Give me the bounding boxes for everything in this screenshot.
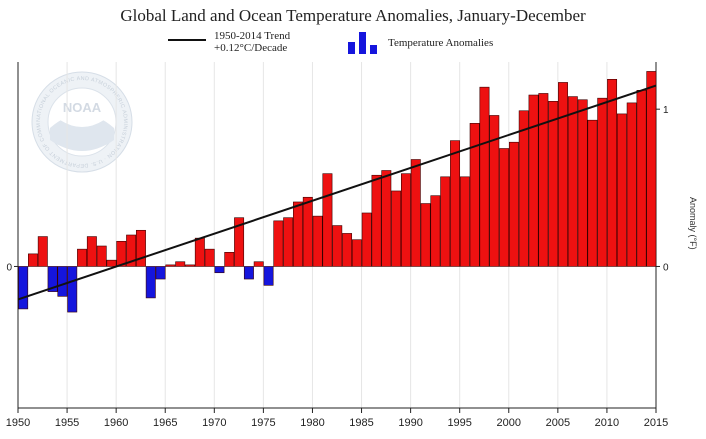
- bar-2010: [607, 79, 618, 267]
- bar-1984: [351, 239, 362, 267]
- bar-1982: [332, 225, 343, 267]
- bar-1992: [430, 195, 441, 267]
- y-right-tick-label-1: 1: [663, 105, 669, 116]
- bar-1966: [175, 261, 186, 267]
- bar-1963: [145, 266, 156, 299]
- bar-1993: [440, 176, 451, 267]
- bar-1994: [450, 140, 460, 267]
- x-tick-label-2000: 2000: [497, 417, 521, 429]
- bar-2008: [587, 119, 598, 267]
- bar-1996: [469, 123, 480, 267]
- x-tick-label-1985: 1985: [349, 417, 373, 429]
- bar-chart-icon: [348, 32, 377, 54]
- x-tick-label-1960: 1960: [104, 417, 128, 429]
- bar-2006: [567, 96, 578, 267]
- y-axis-label-right: Anomaly (°F): [680, 197, 700, 265]
- bar-1955: [67, 266, 78, 313]
- bar-2003: [538, 93, 549, 267]
- trend-line: [17, 84, 657, 301]
- bar-2011: [616, 113, 627, 267]
- bar-1986: [371, 174, 382, 267]
- y-axis-label-text: Anomaly (°F): [688, 197, 698, 250]
- bar-1980: [312, 215, 323, 267]
- legend-trend-label: 1950-2014 Trend +0.12°C/Decade: [214, 30, 290, 54]
- bar-1972: [234, 217, 245, 267]
- bar-1983: [342, 233, 353, 267]
- bar-1967: [185, 264, 195, 267]
- x-tick-label-1970: 1970: [202, 417, 226, 429]
- bar-1979: [302, 196, 313, 267]
- x-tick-label-1995: 1995: [447, 417, 471, 429]
- bar-1991: [420, 203, 431, 267]
- noaa-logo-text: NOAA: [63, 100, 102, 115]
- legend-trend-name: 1950-2014 Trend: [214, 30, 291, 42]
- bar-1973: [243, 266, 254, 280]
- bar-1958: [96, 245, 107, 267]
- bar-1961: [126, 234, 137, 267]
- bar-1960: [116, 240, 127, 267]
- chart-title: Global Land and Ocean Temperature Anomal…: [120, 6, 586, 25]
- bar-1954: [57, 266, 68, 297]
- x-tick-label-1965: 1965: [153, 417, 177, 429]
- x-tick-label-2010: 2010: [595, 417, 619, 429]
- bar-2007: [577, 99, 588, 267]
- x-tick-label-2015: 2015: [644, 417, 668, 429]
- bar-1981: [322, 173, 333, 267]
- bar-1965: [165, 264, 176, 267]
- bar-2000: [508, 141, 519, 267]
- x-tick-label-2005: 2005: [546, 417, 570, 429]
- bar-2009: [597, 97, 608, 267]
- bar-1985: [361, 212, 372, 267]
- bar-1975: [263, 266, 274, 286]
- x-tick-label-1955: 1955: [55, 417, 79, 429]
- bar-1998: [489, 115, 500, 267]
- noaa-logo-watermark: NATIONAL OCEANIC AND ATMOSPHERIC ADMINIS…: [30, 70, 133, 173]
- bar-1951: [28, 253, 38, 267]
- bar-2002: [528, 94, 539, 267]
- y-left-tick-label-0: 0: [6, 262, 12, 273]
- bar-1976: [273, 220, 284, 267]
- x-tick-label-1975: 1975: [251, 417, 275, 429]
- bar-1962: [135, 229, 146, 267]
- legend-trend-rate: +0.12°C/Decade: [214, 42, 288, 54]
- bar-1956: [77, 248, 88, 267]
- bar-2014: [646, 71, 657, 267]
- x-tick-label-1950: 1950: [6, 417, 30, 429]
- bar-1969: [204, 248, 215, 267]
- bar-1950: [18, 266, 29, 310]
- bar-1999: [499, 148, 510, 267]
- x-tick-label-1980: 1980: [300, 417, 324, 429]
- bar-1957: [86, 236, 97, 267]
- bar-1997: [479, 86, 490, 267]
- bar-1964: [155, 266, 166, 280]
- bar-1970: [214, 266, 225, 274]
- bar-1977: [283, 217, 294, 267]
- legend-anomalies: Temperature Anomalies: [346, 32, 536, 54]
- legend-anomalies-label: Temperature Anomalies: [388, 37, 494, 49]
- bar-1952: [37, 236, 48, 267]
- bar-1987: [381, 170, 392, 267]
- bar-1959: [106, 259, 117, 267]
- bar-1971: [224, 252, 235, 267]
- bar-2005: [558, 82, 568, 267]
- bar-1968: [194, 237, 205, 267]
- legend-trend: 1950-2014 Trend +0.12°C/Decade: [160, 30, 350, 58]
- bar-1988: [391, 190, 402, 267]
- bar-1995: [459, 176, 470, 267]
- bar-1989: [400, 173, 411, 267]
- x-tick-label-1990: 1990: [398, 417, 422, 429]
- bar-1974: [253, 261, 264, 267]
- bar-2004: [548, 101, 559, 267]
- bar-2001: [518, 110, 529, 267]
- bar-2013: [636, 90, 647, 267]
- legend-trend-line-swatch: [168, 39, 206, 41]
- bar-2012: [626, 102, 637, 267]
- bar-1978: [293, 201, 303, 267]
- bar-1953: [47, 266, 58, 292]
- y-right-tick-label-0: 0: [663, 262, 669, 273]
- bar-1990: [410, 159, 421, 267]
